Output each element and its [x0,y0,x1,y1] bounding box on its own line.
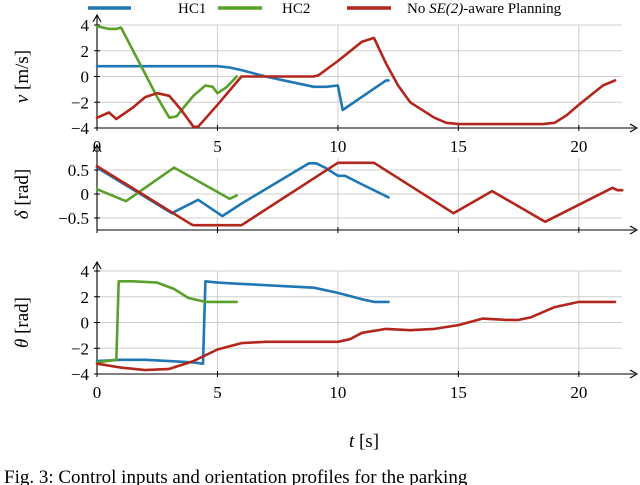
y-tick-label: −4 [71,365,90,384]
y-tick-label: −2 [71,339,89,358]
y-axis-label-symbol: δ [12,209,33,219]
y-tick-label: 0 [81,68,90,87]
x-axis-arrow [629,225,639,235]
legend-text-part: -aware Planning [463,1,561,17]
x-tick-label: 20 [570,383,587,402]
y-tick-label: 0 [81,314,90,333]
x-tick-label: 20 [570,137,587,156]
y-axis-label: δ [rad] [12,169,33,220]
series-no-se-2-aware-planning [95,36,617,128]
series-hc2 [95,280,238,364]
y-axis-label-unit: [rad] [12,169,33,211]
series-hc1 [95,64,390,112]
series-no-se-2-aware-planning [95,300,617,372]
y-axis-arrow [92,143,102,153]
y-axis-label-symbol: v [12,94,33,103]
y-tick-label: 2 [81,288,90,307]
x-tick-label: 15 [450,137,467,156]
x-axis-label: t [s] [349,431,379,452]
y-tick-label: −0.5 [58,209,89,228]
panel-3: 420−2−40 5 10 15 20θ [rad] [12,260,639,402]
x-tick-label: 15 [450,383,467,402]
y-axis-label-unit: [rad] [12,297,33,339]
legend-label-hc2: HC2 [282,1,310,17]
x-axis-label-unit: [s] [354,431,379,452]
y-axis-label-unit: [m/s] [12,50,33,95]
y-axis-label: θ [rad] [12,297,33,348]
y-tick-label: 4 [81,262,90,281]
y-tick-label: −4 [71,119,90,138]
y-tick-label: 4 [81,16,90,35]
legend-text-italic: SE(2) [429,1,463,17]
series-hc1 [95,162,390,218]
series-hc1 [95,280,390,365]
caption: Fig. 3: Control inputs and orientation p… [4,467,468,485]
y-tick-label: 0 [81,185,90,204]
x-tick-label: 10 [329,137,346,156]
legend-label-hc1: HC1 [178,1,206,17]
x-tick-label: 5 [213,137,222,156]
series-hc2 [95,166,238,203]
y-tick-label: 2 [81,42,90,61]
grid [96,24,622,129]
panel-2: 0.5 0 −0.5 δ [rad] [12,143,639,235]
x-axis-arrow [629,369,639,379]
y-axis-arrow [92,13,102,23]
y-axis-label: v [m/s] [12,50,33,103]
y-axis-arrow [92,260,102,270]
legend: HC1 HC2 No SE(2)-aware Planning [88,1,562,17]
series-hc2 [95,25,238,119]
y-axis-label-symbol: θ [12,339,33,348]
x-axis-arrow [629,123,639,133]
grid [96,270,622,375]
x-axis-label-symbol: t [349,431,355,452]
panels: 420−2−405101520v [m/s]0.50−0.5δ [rad]420… [12,13,639,402]
x-tick-label: 10 [329,383,346,402]
legend-text-part: No [407,1,429,17]
panel-1: 420−2−405101520v [m/s] [12,13,639,156]
y-tick-label: −2 [71,93,89,112]
x-tick-label: 5 [213,383,222,402]
series-no-se-2-aware-planning [95,161,624,227]
y-tick-label: 0.5 [68,161,89,180]
legend-label-no-se2: No SE(2)-aware Planning [407,1,562,17]
x-tick-label: 0 [93,383,102,402]
